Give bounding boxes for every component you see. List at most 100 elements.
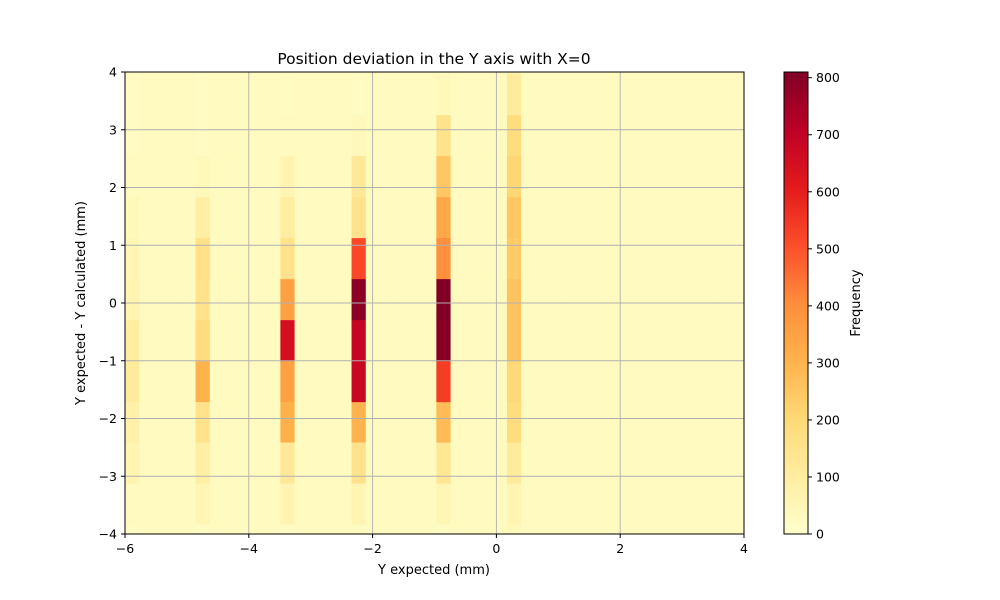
heatmap-cell xyxy=(563,196,578,239)
heatmap-cell xyxy=(719,196,734,239)
heatmap-cell xyxy=(535,524,551,535)
y-tick-label: 3 xyxy=(109,122,117,137)
heatmap-cell xyxy=(252,196,268,239)
heatmap-cell xyxy=(535,319,551,362)
heatmap-cell xyxy=(521,72,536,75)
heatmap-cell xyxy=(662,114,677,157)
colorbar-tick-label: 700 xyxy=(816,127,840,142)
heatmap-cell xyxy=(719,524,734,535)
heatmap-cell xyxy=(478,524,494,535)
heatmap-cell xyxy=(634,114,650,157)
heatmap-cell xyxy=(209,524,225,535)
heatmap-cell xyxy=(605,196,621,239)
heatmap-cell xyxy=(577,319,593,362)
heatmap-cell xyxy=(139,237,154,280)
heatmap-cell xyxy=(676,72,692,75)
heatmap-cell xyxy=(591,114,607,157)
heatmap-cell xyxy=(195,483,211,525)
heatmap-cell xyxy=(280,401,296,443)
heatmap-cell xyxy=(733,72,745,75)
heatmap-cell xyxy=(209,319,225,362)
heatmap-cell xyxy=(125,401,140,443)
heatmap-cell xyxy=(620,196,635,239)
heatmap-cell xyxy=(379,196,395,239)
heatmap-cell xyxy=(577,114,593,157)
heatmap-cell xyxy=(591,524,607,535)
heatmap-cell xyxy=(280,319,296,362)
heatmap-cell xyxy=(719,237,734,280)
heatmap-cell xyxy=(591,155,607,198)
heatmap-cell xyxy=(323,483,338,525)
heatmap-cell xyxy=(266,524,281,535)
heatmap-cell xyxy=(563,483,578,525)
heatmap-cell xyxy=(521,155,536,198)
heatmap-cell xyxy=(252,401,268,443)
heatmap-cell xyxy=(733,524,745,535)
heatmap-cell xyxy=(464,524,479,535)
heatmap-cell xyxy=(535,72,551,75)
heatmap-cell xyxy=(337,72,352,75)
heatmap-cell xyxy=(506,114,522,157)
heatmap-cell xyxy=(549,401,565,443)
heatmap-cell xyxy=(605,360,621,403)
heatmap-cell xyxy=(577,196,593,239)
heatmap-cell xyxy=(648,114,664,157)
heatmap-cell xyxy=(690,524,706,535)
x-tick-label: 0 xyxy=(492,541,500,556)
heatmap-cell xyxy=(436,196,451,239)
heatmap-cell xyxy=(294,442,310,484)
colorbar xyxy=(783,71,809,535)
y-tick-label: 1 xyxy=(109,238,117,253)
heatmap-cell xyxy=(238,401,253,443)
heatmap-cell xyxy=(450,360,466,403)
heatmap-cell xyxy=(238,442,253,484)
heatmap-cell xyxy=(478,114,494,157)
y-tick-label: −2 xyxy=(99,411,117,426)
heatmap-cell xyxy=(620,442,635,484)
heatmap-cell xyxy=(153,442,169,484)
heatmap-cell xyxy=(209,278,225,321)
heatmap-cell xyxy=(238,114,253,157)
heatmap-cell xyxy=(125,278,140,321)
heatmap-cell xyxy=(492,196,508,239)
x-tick-label: 2 xyxy=(616,541,624,556)
heatmap-cell xyxy=(690,360,706,403)
heatmap-cell xyxy=(662,319,677,362)
heatmap-cell xyxy=(280,442,296,484)
heatmap-cell xyxy=(634,442,650,484)
heatmap-cell xyxy=(690,319,706,362)
heatmap-cell xyxy=(308,319,324,362)
heatmap-cell xyxy=(549,483,565,525)
heatmap-cell xyxy=(591,237,607,280)
heatmap-cell xyxy=(139,278,154,321)
heatmap-cell xyxy=(308,196,324,239)
heatmap-cell xyxy=(563,155,578,198)
heatmap-cell xyxy=(195,73,211,116)
heatmap-cell xyxy=(238,278,253,321)
colorbar-tick-label: 500 xyxy=(816,241,840,256)
heatmap-cell xyxy=(209,73,225,116)
heatmap-cell xyxy=(733,155,745,198)
heatmap-cell xyxy=(393,319,409,362)
heatmap-cell xyxy=(733,73,745,116)
heatmap-cell xyxy=(125,524,140,535)
x-axis-label: Y expected (mm) xyxy=(377,563,490,578)
heatmap-cell xyxy=(252,483,268,525)
heatmap-cell xyxy=(280,278,296,321)
heatmap-cell xyxy=(535,483,551,525)
heatmap-cell xyxy=(676,524,692,535)
heatmap-cell xyxy=(634,72,650,75)
heatmap-cell xyxy=(393,237,409,280)
heatmap-cell xyxy=(422,524,437,535)
heatmap-cell xyxy=(280,72,296,75)
heatmap-cell xyxy=(393,114,409,157)
heatmap-cell xyxy=(591,360,607,403)
heatmap-cell xyxy=(634,483,650,525)
heatmap-cell xyxy=(252,278,268,321)
heatmap-cell xyxy=(125,442,140,484)
heatmap-cell xyxy=(224,72,239,75)
heatmap-cell xyxy=(181,401,196,443)
heatmap-cell xyxy=(308,401,324,443)
heatmap-cell xyxy=(153,196,169,239)
heatmap-cell xyxy=(422,278,437,321)
